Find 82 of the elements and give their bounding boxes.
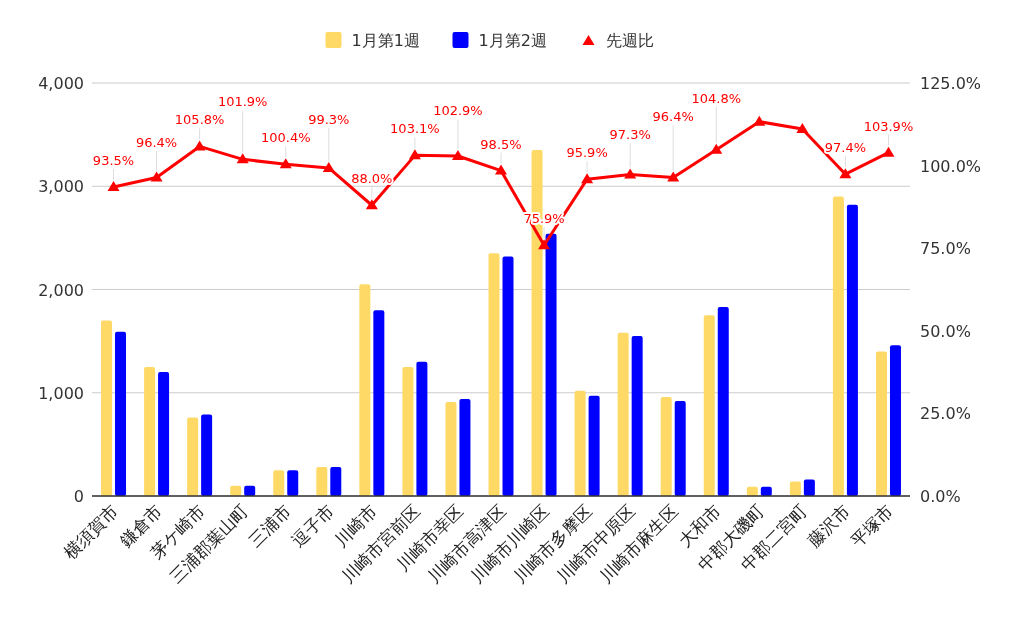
point [451,150,464,161]
data-label: 102.9% [433,103,483,119]
data-label: 97.3% [609,127,651,143]
y2-tick-label: 75.0% [920,239,971,259]
legend-label: 先週比 [605,31,654,50]
point [495,164,507,175]
data-label: 96.4% [652,109,694,125]
data-label: 103.9% [863,118,914,134]
point [624,168,637,179]
point [279,158,292,169]
legend-label: 1月第2週 [478,31,547,50]
data-label: 104.8% [691,91,742,107]
y2-tick-label: 50.0% [920,321,971,341]
bar [875,351,887,496]
bar [703,315,715,496]
bar [488,253,500,496]
data-label: 96.4% [135,135,178,151]
bar [631,335,643,496]
bar [402,366,414,496]
bar [459,398,471,496]
point [107,181,120,192]
y-tick-label: 1,000 [38,383,84,403]
bar [846,204,858,496]
point [667,171,680,182]
bar [287,470,299,496]
data-label: 98.5% [480,136,522,152]
point [150,171,163,182]
y-tick-label: 4,000 [38,74,84,93]
bar [502,256,514,496]
bar [144,366,156,496]
data-label: 93.5% [92,153,135,169]
data-label: 100.4% [260,130,311,146]
point [365,199,378,210]
data-label: 105.8% [174,112,225,128]
y-tick-label: 3,000 [38,177,84,197]
y2-tick-label: 0.0% [920,487,961,506]
bar [789,481,801,496]
y2-tick-label: 125.0% [920,74,982,93]
data-label: 95.9% [566,145,608,161]
bar [416,361,428,496]
point [408,149,421,160]
bar [101,320,113,496]
bar [359,284,371,496]
bar [674,401,686,496]
bar [617,332,629,496]
bar [717,307,729,496]
bar [201,414,213,496]
y-tick-label: 2,000 [38,280,84,300]
bar [330,467,342,496]
bar [115,331,127,496]
bar [588,395,600,496]
point [538,239,551,250]
bar [803,479,815,496]
bar [660,396,672,496]
data-label: 103.1% [390,121,440,137]
bar [889,345,901,496]
bar [273,470,285,496]
bar [574,390,586,496]
legend-label: 1月第1週 [351,31,420,50]
data-label: 101.9% [217,94,268,110]
bar [373,310,385,496]
bar [187,417,199,496]
bar [316,467,328,496]
data-label: 99.3% [308,112,350,128]
data-label: 97.4% [824,140,867,156]
point [236,153,249,164]
point [882,146,895,157]
point [839,168,852,179]
bar [158,372,170,496]
point [581,173,594,184]
y2-tick-label: 25.0% [920,404,971,424]
point [796,122,809,133]
data-label: 88.0% [351,171,393,187]
point [322,161,335,172]
bar [832,196,844,496]
y2-tick-label: 100.0% [920,156,982,176]
y-tick-label: 0 [73,487,84,506]
point [753,115,766,126]
point [193,140,206,151]
bar [445,402,457,496]
point [710,143,723,154]
bar [545,233,557,496]
